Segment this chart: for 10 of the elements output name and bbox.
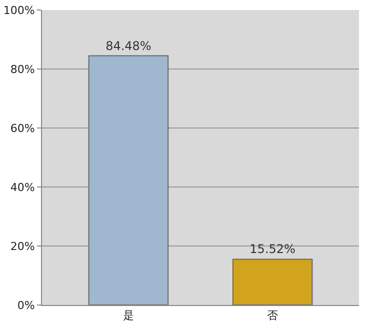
y-tick-label: 100% [3,4,35,17]
y-tick-label: 40% [10,180,35,194]
y-tick-label: 80% [10,62,35,76]
y-tick-label: 0% [17,298,35,312]
data-label: 15.52% [250,242,296,256]
x-tick-label: 是 [122,309,134,322]
data-label: 84.48% [106,38,152,53]
x-tick-label: 否 [267,309,278,322]
y-tick-label: 60% [10,122,35,135]
y-tick-label: 20% [10,240,35,253]
